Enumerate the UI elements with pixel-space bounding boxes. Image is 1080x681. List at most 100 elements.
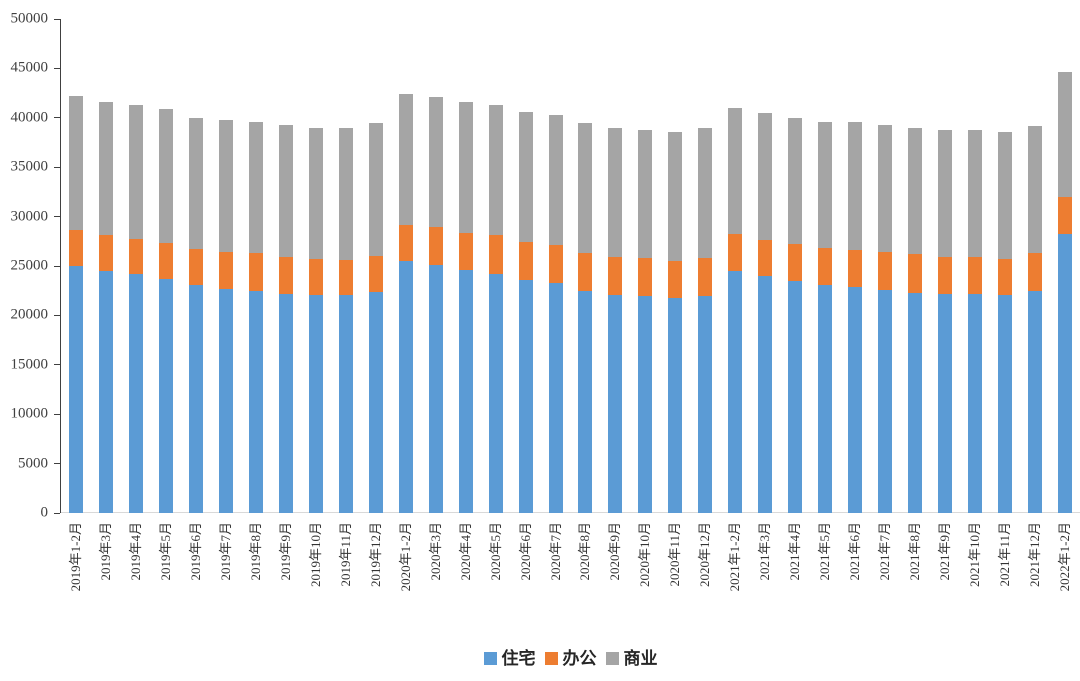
bar-segment-住宅-2020年4月	[458, 270, 473, 513]
bar-segment-商业-2019年7月	[218, 120, 233, 253]
bar-segment-住宅-2021年5月	[818, 284, 833, 513]
legend-label: 办公	[562, 649, 597, 668]
x-tick-label-text: 2020年11月	[667, 522, 683, 587]
bar-segment-办公-2020年8月	[578, 252, 593, 291]
bar-segment-住宅-2022年1-2月	[1058, 234, 1072, 513]
bar-segment-商业-2021年6月	[848, 122, 863, 250]
bar-segment-商业-2019年11月	[338, 128, 353, 260]
bar-segment-办公-2020年5月	[488, 235, 503, 274]
x-tick-label-text: 2021年6月	[847, 522, 863, 581]
y-tick-mark	[54, 18, 60, 20]
bar-segment-办公-2019年1-2月	[68, 229, 83, 266]
legend-item-办公: 办公	[544, 649, 597, 668]
bar-segment-办公-2020年9月	[608, 256, 623, 295]
legend-item-住宅: 住宅	[483, 650, 536, 667]
plot-area: 0 5000 10000 15000 20000 25000 30000 35000 40000…	[11, 11, 1080, 591]
legend-label: 商业	[623, 649, 658, 668]
bar-segment-住宅-2020年6月	[518, 279, 533, 513]
bar-segment-商业-2021年1-2月	[728, 108, 743, 235]
x-tick-label-text: 2019年9月	[277, 522, 293, 581]
legend-swatch-icon	[544, 652, 558, 665]
bar-segment-住宅-2019年8月	[248, 290, 263, 513]
bar-segment-住宅-2020年7月	[548, 282, 563, 513]
y-tick-mark	[54, 413, 60, 415]
bar-segment-办公-2019年12月	[368, 255, 383, 293]
x-tick-label-text: 2019年4月	[127, 522, 143, 581]
x-tick-label-text: 2020年5月	[487, 522, 503, 581]
bar-segment-商业-2021年8月	[908, 127, 923, 255]
bar-segment-商业-2019年10月	[308, 127, 323, 259]
bar-segment-商业-2021年4月	[788, 118, 803, 244]
y-tick-mark	[54, 463, 60, 465]
bar-segment-办公-2019年6月	[188, 249, 203, 286]
y-tick-mark	[54, 67, 60, 69]
legend-item-商业: 商业	[605, 649, 658, 668]
bar-segment-住宅-2020年9月	[608, 294, 623, 513]
y-tick-label: 40000	[10, 109, 49, 126]
bar-segment-住宅-2020年11月	[668, 298, 683, 513]
bar-segment-住宅-2019年3月	[98, 270, 113, 513]
bar-segment-办公-2021年10月	[968, 257, 983, 295]
bar-segment-商业-2021年11月	[998, 131, 1013, 259]
bar-segment-商业-2019年6月	[188, 117, 203, 250]
bar-segment-办公-2021年4月	[788, 243, 803, 281]
bar-segment-住宅-2021年6月	[848, 287, 863, 513]
x-tick-label-text: 2019年5月	[157, 522, 173, 581]
bar-segment-商业-2020年3月	[428, 97, 443, 227]
bar-segment-办公-2021年6月	[848, 249, 863, 288]
x-tick-label-text: 2022年1-2月	[1057, 522, 1072, 592]
x-tick-label-text: 2021年10月	[967, 522, 983, 588]
bar-segment-办公-2022年1-2月	[1058, 196, 1072, 235]
bar-segment-办公-2021年8月	[908, 254, 923, 293]
x-tick-label-text: 2021年12月	[1027, 522, 1043, 588]
bar-segment-办公-2020年12月	[698, 257, 713, 296]
x-tick-label-text: 2020年3月	[427, 522, 443, 581]
x-tick-label-text: 2020年9月	[607, 522, 623, 581]
bar-segment-住宅-2019年4月	[128, 273, 143, 513]
bar-segment-商业-2022年1-2月	[1058, 71, 1072, 197]
x-tick-label-text: 2019年8月	[247, 522, 263, 581]
x-tick-label-text: 2019年11月	[337, 522, 353, 587]
bar-segment-住宅-2021年3月	[758, 276, 773, 513]
bar-segment-办公-2020年3月	[428, 227, 443, 265]
x-tick-label-text: 2021年1-2月	[727, 522, 743, 592]
bar-segment-商业-2019年9月	[278, 125, 293, 257]
bar-segment-商业-2020年1-2月	[398, 94, 413, 225]
y-tick-label: 10000	[10, 405, 49, 422]
bar-segment-办公-2021年5月	[818, 247, 833, 285]
bar-segment-商业-2020年10月	[638, 130, 653, 259]
bar-segment-住宅-2020年3月	[428, 264, 443, 513]
x-tick-label-text: 2021年5月	[817, 522, 833, 581]
x-tick-label-text: 2019年7月	[217, 522, 233, 581]
bar-segment-办公-2020年4月	[458, 232, 473, 271]
y-tick-mark	[54, 364, 60, 366]
bar-segment-商业-2021年10月	[968, 130, 983, 258]
bar-segment-商业-2020年7月	[548, 115, 563, 246]
bar-segment-办公-2019年9月	[278, 256, 293, 295]
bar-segment-住宅-2019年5月	[158, 278, 173, 513]
bar-segment-商业-2020年8月	[578, 122, 593, 253]
legend-swatch-icon	[605, 652, 619, 665]
x-axis-baseline	[61, 512, 1080, 513]
bar-segment-办公-2020年11月	[668, 260, 683, 299]
y-tick-label: 30000	[10, 208, 49, 225]
x-tick-label-text: 2020年4月	[457, 522, 473, 581]
y-tick-label: 50000	[10, 10, 49, 27]
bar-segment-住宅-2021年4月	[788, 280, 803, 513]
bar-segment-商业-2020年4月	[458, 102, 473, 233]
y-tick-label: 15000	[10, 356, 49, 373]
bar-segment-商业-2019年4月	[128, 104, 143, 240]
bar-segment-办公-2019年4月	[128, 239, 143, 274]
y-tick-mark	[54, 265, 60, 267]
bar-segment-办公-2021年12月	[1028, 252, 1043, 292]
bar-segment-住宅-2019年6月	[188, 285, 203, 513]
x-tick-label-text: 2021年7月	[877, 522, 893, 581]
y-tick-mark	[54, 216, 60, 218]
y-tick-mark	[54, 166, 60, 168]
bar-segment-商业-2020年5月	[488, 104, 503, 236]
bar-segment-住宅-2021年8月	[908, 292, 923, 513]
bar-segment-住宅-2020年5月	[488, 273, 503, 513]
x-tick-label-text: 2021年9月	[937, 522, 953, 581]
bar-segment-办公-2019年3月	[98, 234, 113, 271]
bar-segment-住宅-2019年11月	[338, 294, 353, 513]
